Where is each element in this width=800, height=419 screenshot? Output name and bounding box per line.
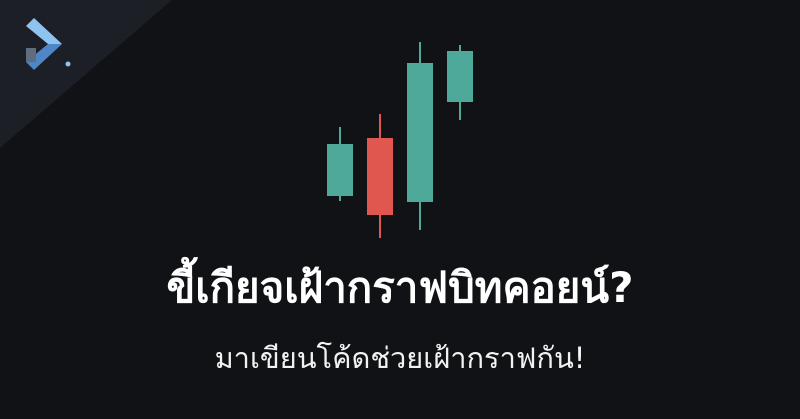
subheadline: มาเขียนโค้ดช่วยเฝ้ากราฟกัน!: [214, 341, 586, 375]
candle-4: [447, 45, 473, 120]
candle-3: [407, 42, 433, 230]
candle-1: [327, 127, 353, 201]
headline: ขี้เกียจเฝ้ากราฟบิทคอยน์?: [166, 263, 634, 312]
candle-2: [367, 114, 393, 238]
play-arrow-logo-icon: [26, 18, 71, 70]
